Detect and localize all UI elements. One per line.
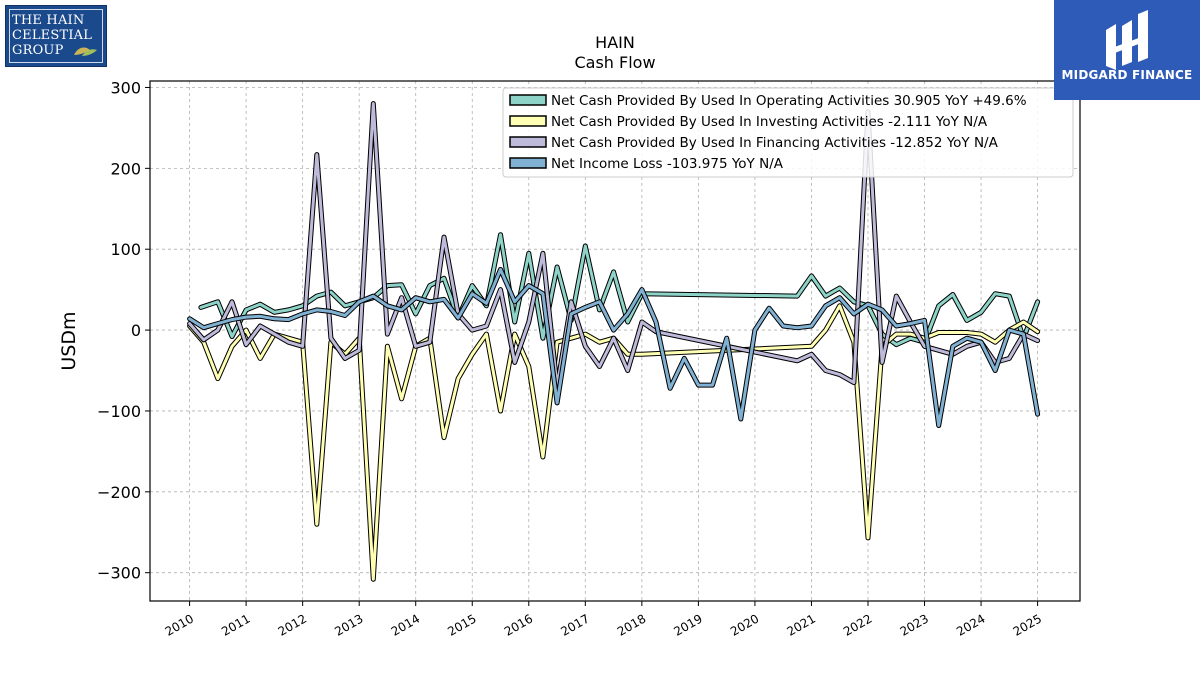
y-tick-label: 200 — [110, 159, 141, 178]
series-line-outline — [187, 303, 1041, 582]
x-tick-label: 2025 — [1011, 611, 1044, 638]
legend-label: Net Cash Provided By Used In Financing A… — [551, 135, 999, 151]
legend-label: Net Income Loss -103.975 YoY N/A — [551, 156, 784, 172]
company-logo-line-1: THE HAIN — [12, 13, 85, 28]
series-line — [188, 267, 1040, 427]
plot-area-border — [149, 80, 1081, 602]
company-logo-line-2: CELESTIAL — [12, 28, 93, 43]
series-3 — [187, 101, 1041, 390]
company-logo-frame — [9, 9, 103, 63]
x-tick-label: 2011 — [219, 611, 252, 638]
y-tick-label: 300 — [110, 78, 141, 97]
y-tick-label: 0 — [131, 321, 141, 340]
x-tick-label: 2018 — [615, 611, 648, 638]
y-tick-label: −200 — [97, 483, 141, 502]
series-2 — [187, 303, 1041, 582]
brand-logo: MIDGARD FINANCE — [1054, 0, 1200, 100]
legend-entry: Net Cash Provided By Used In Investing A… — [509, 114, 988, 130]
chart-subtitle: Cash Flow — [574, 53, 655, 72]
x-tick-label: 2024 — [954, 611, 987, 638]
legend-label: Net Cash Provided By Used In Operating A… — [551, 93, 1027, 109]
leaf-icon — [74, 47, 97, 56]
legend-entry: Net Cash Provided By Used In Operating A… — [509, 93, 1027, 109]
series-4 — [187, 266, 1041, 428]
chart-title: HAIN — [595, 33, 635, 52]
y-tick-label: −100 — [97, 402, 141, 421]
legend-label: Net Cash Provided By Used In Investing A… — [551, 114, 988, 130]
x-tick-label: 2020 — [728, 611, 761, 638]
x-tick-label: 2014 — [389, 611, 422, 638]
y-tick-label: 100 — [110, 240, 141, 259]
y-tick-label: −300 — [97, 564, 141, 583]
series-line — [188, 304, 1040, 581]
legend-swatch — [509, 136, 547, 148]
series-line — [188, 102, 1040, 389]
midgard-mark-icon — [1106, 10, 1148, 70]
x-tick-label: 2010 — [163, 611, 196, 638]
legend-entry: Net Income Loss -103.975 YoY N/A — [509, 156, 784, 172]
company-logo: THE HAIN CELESTIAL GROUP — [5, 5, 107, 67]
legend-entry: Net Cash Provided By Used In Financing A… — [509, 135, 999, 151]
x-tick-label: 2023 — [898, 611, 931, 638]
series-lines — [187, 101, 1041, 582]
x-tick-label: 2012 — [276, 611, 309, 638]
x-tick-label: 2013 — [332, 611, 365, 638]
y-axis-label: USDm — [58, 311, 80, 370]
legend: Net Cash Provided By Used In Operating A… — [502, 87, 1074, 178]
x-tick-label: 2016 — [502, 611, 535, 638]
legend-swatch — [509, 115, 547, 127]
legend-box — [502, 87, 1074, 178]
company-logo-line-3: GROUP — [12, 43, 64, 58]
brand-name: MIDGARD FINANCE — [1061, 68, 1193, 82]
x-tick-label: 2021 — [785, 611, 818, 638]
legend-swatch — [509, 94, 547, 106]
x-tick-label: 2019 — [671, 611, 704, 638]
x-tick-label: 2017 — [558, 611, 591, 638]
x-tick-label: 2022 — [841, 611, 874, 638]
x-tick-label: 2015 — [445, 611, 478, 638]
plot-frame — [149, 80, 1081, 602]
legend-swatch — [509, 157, 547, 169]
series-line-outline — [187, 266, 1041, 428]
